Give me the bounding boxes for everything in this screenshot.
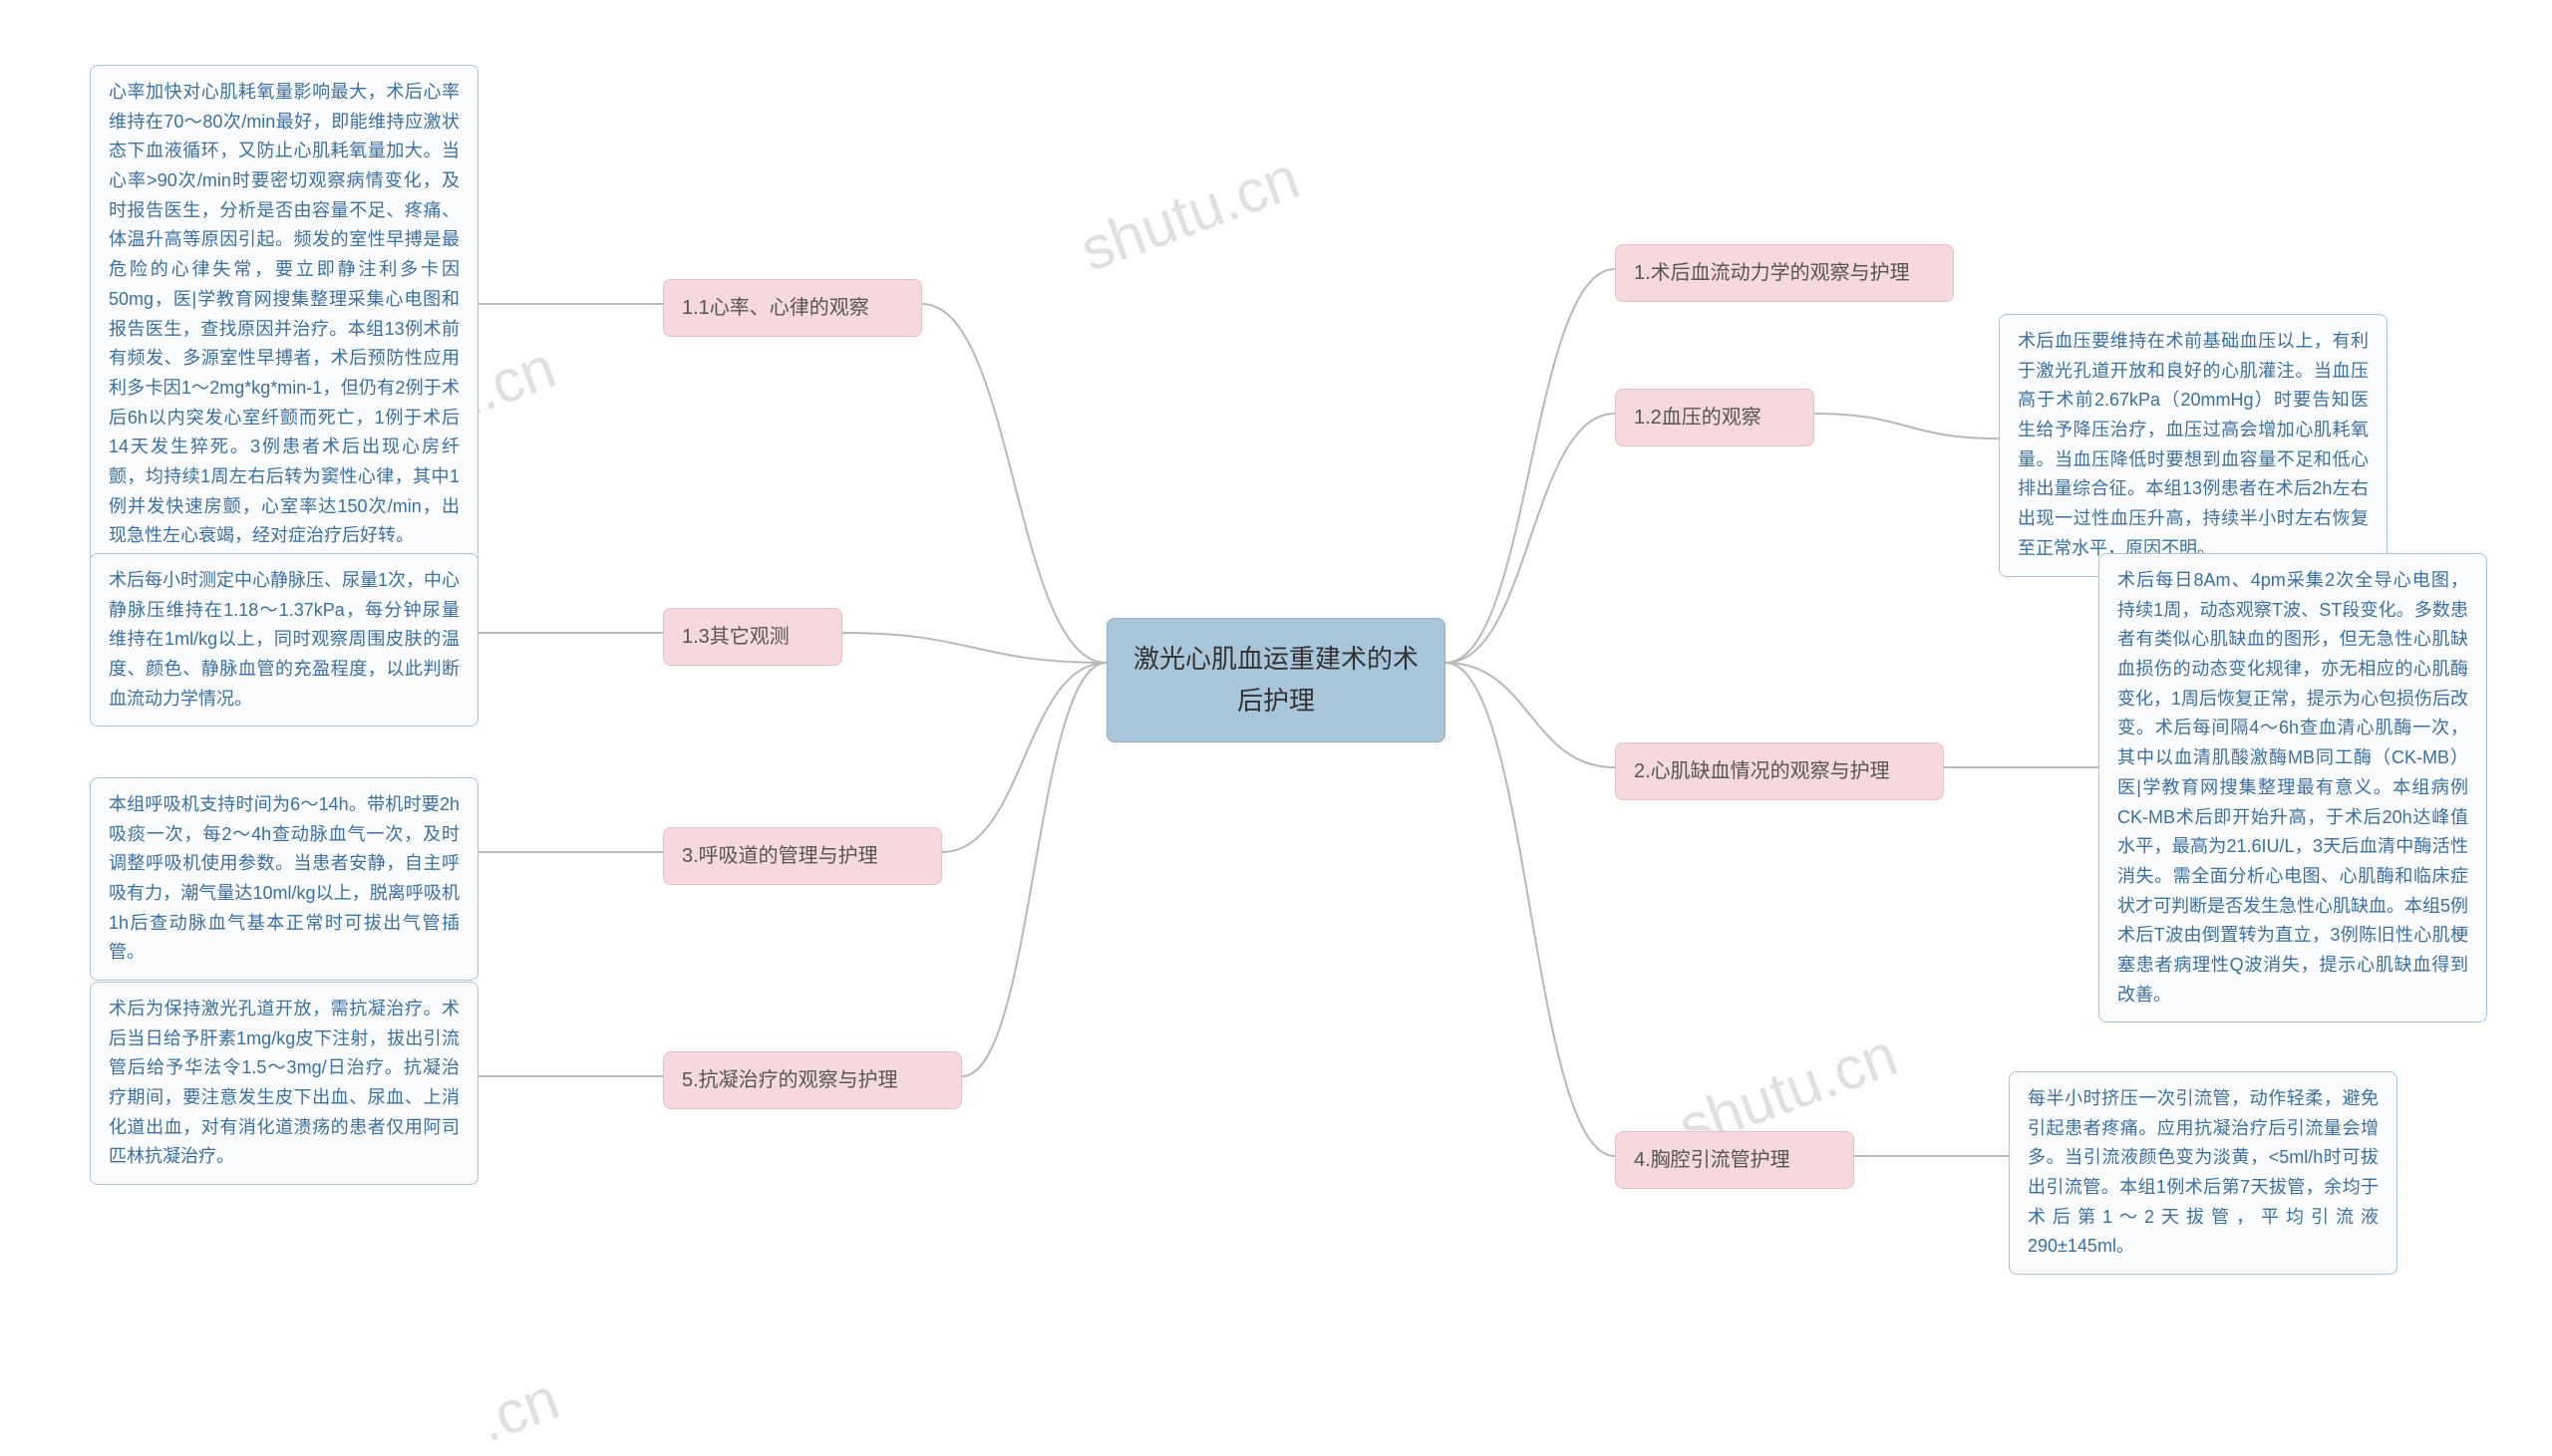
node-right-4: 4.胸腔引流管护理 — [1615, 1131, 1854, 1189]
node-right-3: 2.心肌缺血情况的观察与护理 — [1615, 742, 1944, 800]
detail-left-3: 本组呼吸机支持时间为6～14h。带机时要2h吸痰一次，每2～4h查动脉血气一次，… — [90, 777, 478, 981]
detail-left-2: 术后每小时测定中心静脉压、尿量1次，中心静脉压维持在1.18～1.37kPa，每… — [90, 553, 478, 727]
node-right-2: 1.2血压的观察 — [1615, 389, 1814, 446]
detail-right-3: 术后每日8Am、4pm采集2次全导心电图，持续1周，动态观察T波、ST段变化。多… — [2098, 553, 2487, 1022]
detail-right-4: 每半小时挤压一次引流管，动作轻柔，避免引起患者疼痛。应用抗凝治疗后引流量会增多。… — [2009, 1071, 2397, 1275]
node-left-1: 1.1心率、心律的观察 — [663, 279, 922, 337]
detail-left-1: 心率加快对心肌耗氧量影响最大，术后心率维持在70～80次/min最好，即能维持应… — [90, 65, 478, 564]
detail-right-2: 术后血压要维持在术前基础血压以上，有利于激光孔道开放和良好的心肌灌注。当血压高于… — [1999, 314, 2388, 577]
node-left-4: 5.抗凝治疗的观察与护理 — [663, 1051, 962, 1109]
node-right-1: 1.术后血流动力学的观察与护理 — [1615, 244, 1954, 302]
center-topic: 激光心肌血运重建术的术后护理 — [1107, 618, 1445, 742]
detail-left-4: 术后为保持激光孔道开放，需抗凝治疗。术后当日给予肝素1mg/kg皮下注射，拔出引… — [90, 982, 478, 1185]
node-left-3: 3.呼吸道的管理与护理 — [663, 827, 942, 885]
node-left-2: 1.3其它观测 — [663, 608, 842, 666]
